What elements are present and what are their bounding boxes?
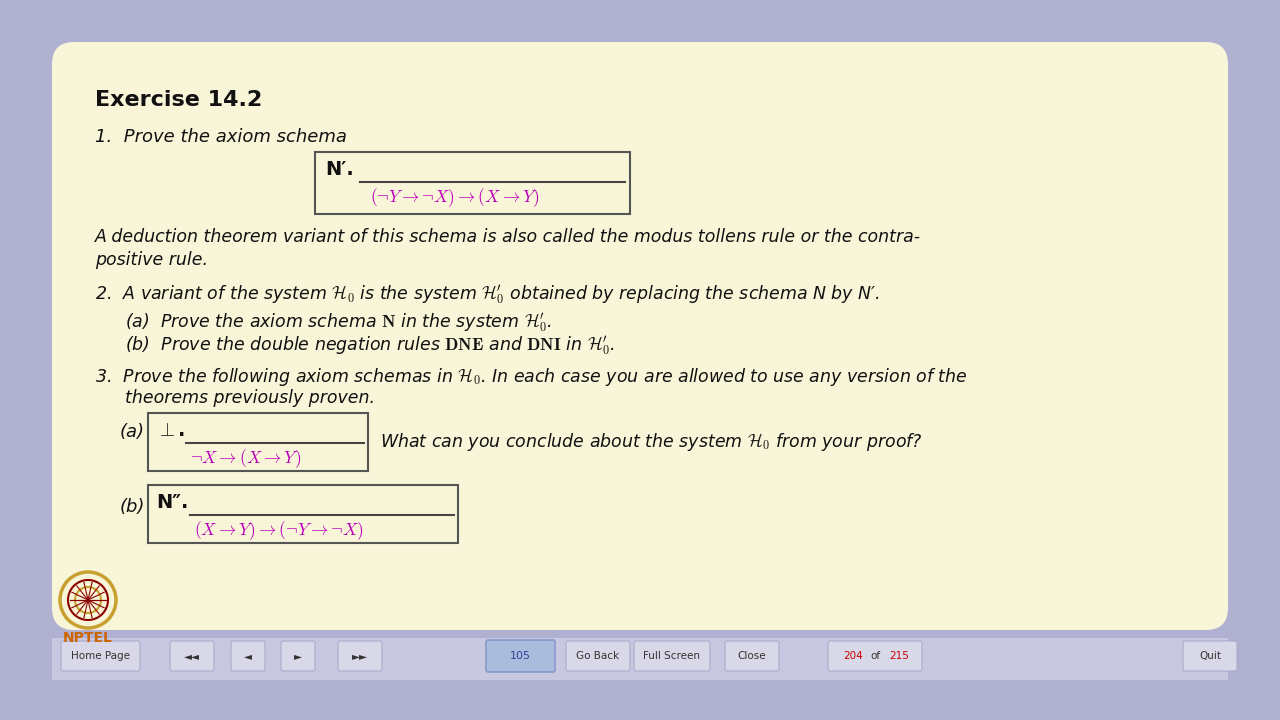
FancyBboxPatch shape xyxy=(61,641,140,671)
Text: (b): (b) xyxy=(120,498,146,516)
FancyBboxPatch shape xyxy=(148,485,458,543)
Text: Quit: Quit xyxy=(1199,651,1221,661)
Text: (a): (a) xyxy=(120,423,145,441)
Text: NPTEL: NPTEL xyxy=(63,631,113,645)
FancyBboxPatch shape xyxy=(170,641,214,671)
Text: Home Page: Home Page xyxy=(70,651,129,661)
Text: (a)  Prove the axiom schema $\mathbf{N}$ in the system $\mathcal{H}_0'$.: (a) Prove the axiom schema $\mathbf{N}$ … xyxy=(125,311,552,333)
Text: $\neg X \rightarrow (X \rightarrow Y)$: $\neg X \rightarrow (X \rightarrow Y)$ xyxy=(189,447,301,469)
Text: 1.  Prove the axiom schema: 1. Prove the axiom schema xyxy=(95,128,347,146)
Text: $\bot$.: $\bot$. xyxy=(156,421,186,440)
Text: $(\neg Y \rightarrow \neg X) \rightarrow (X \rightarrow Y)$: $(\neg Y \rightarrow \neg X) \rightarrow… xyxy=(370,186,540,209)
FancyBboxPatch shape xyxy=(148,413,369,471)
Text: Close: Close xyxy=(737,651,767,661)
Text: 3.  Prove the following axiom schemas in $\mathcal{H}_0$. In each case you are a: 3. Prove the following axiom schemas in … xyxy=(95,366,968,388)
Text: theorems previously proven.: theorems previously proven. xyxy=(125,389,375,407)
Bar xyxy=(52,638,1228,680)
FancyBboxPatch shape xyxy=(828,641,922,671)
FancyBboxPatch shape xyxy=(52,42,1228,630)
Text: ►►: ►► xyxy=(352,651,369,661)
FancyBboxPatch shape xyxy=(634,641,710,671)
Text: ◄: ◄ xyxy=(244,651,252,661)
Text: (b)  Prove the double negation rules $\mathbf{DNE}$ and $\mathbf{DNI}$ in $\math: (b) Prove the double negation rules $\ma… xyxy=(125,334,616,356)
Text: Go Back: Go Back xyxy=(576,651,620,661)
FancyBboxPatch shape xyxy=(1183,641,1236,671)
Text: 2.  A variant of the system $\mathcal{H}_0$ is the system $\mathcal{H}_0'$ obtai: 2. A variant of the system $\mathcal{H}_… xyxy=(95,283,879,306)
FancyBboxPatch shape xyxy=(566,641,630,671)
Text: 204: 204 xyxy=(844,651,863,661)
FancyBboxPatch shape xyxy=(486,640,556,672)
Text: N″.: N″. xyxy=(156,493,188,512)
Text: of: of xyxy=(870,651,881,661)
FancyBboxPatch shape xyxy=(282,641,315,671)
Text: 105: 105 xyxy=(509,651,530,661)
Text: What can you conclude about the system $\mathcal{H}_0$ from your proof?: What can you conclude about the system $… xyxy=(380,431,923,453)
Text: $(X \rightarrow Y) \rightarrow (\neg Y \rightarrow \neg X)$: $(X \rightarrow Y) \rightarrow (\neg Y \… xyxy=(195,519,364,541)
Text: ►: ► xyxy=(294,651,302,661)
Text: ◄◄: ◄◄ xyxy=(184,651,200,661)
Text: Full Screen: Full Screen xyxy=(644,651,700,661)
Text: positive rule.: positive rule. xyxy=(95,251,209,269)
Text: A deduction theorem variant of this schema is also called the modus tollens rule: A deduction theorem variant of this sche… xyxy=(95,228,922,246)
FancyBboxPatch shape xyxy=(338,641,381,671)
Text: N′.: N′. xyxy=(325,160,353,179)
FancyBboxPatch shape xyxy=(724,641,780,671)
Text: 215: 215 xyxy=(890,651,909,661)
Text: Exercise 14.2: Exercise 14.2 xyxy=(95,90,262,110)
FancyBboxPatch shape xyxy=(315,152,630,214)
FancyBboxPatch shape xyxy=(230,641,265,671)
